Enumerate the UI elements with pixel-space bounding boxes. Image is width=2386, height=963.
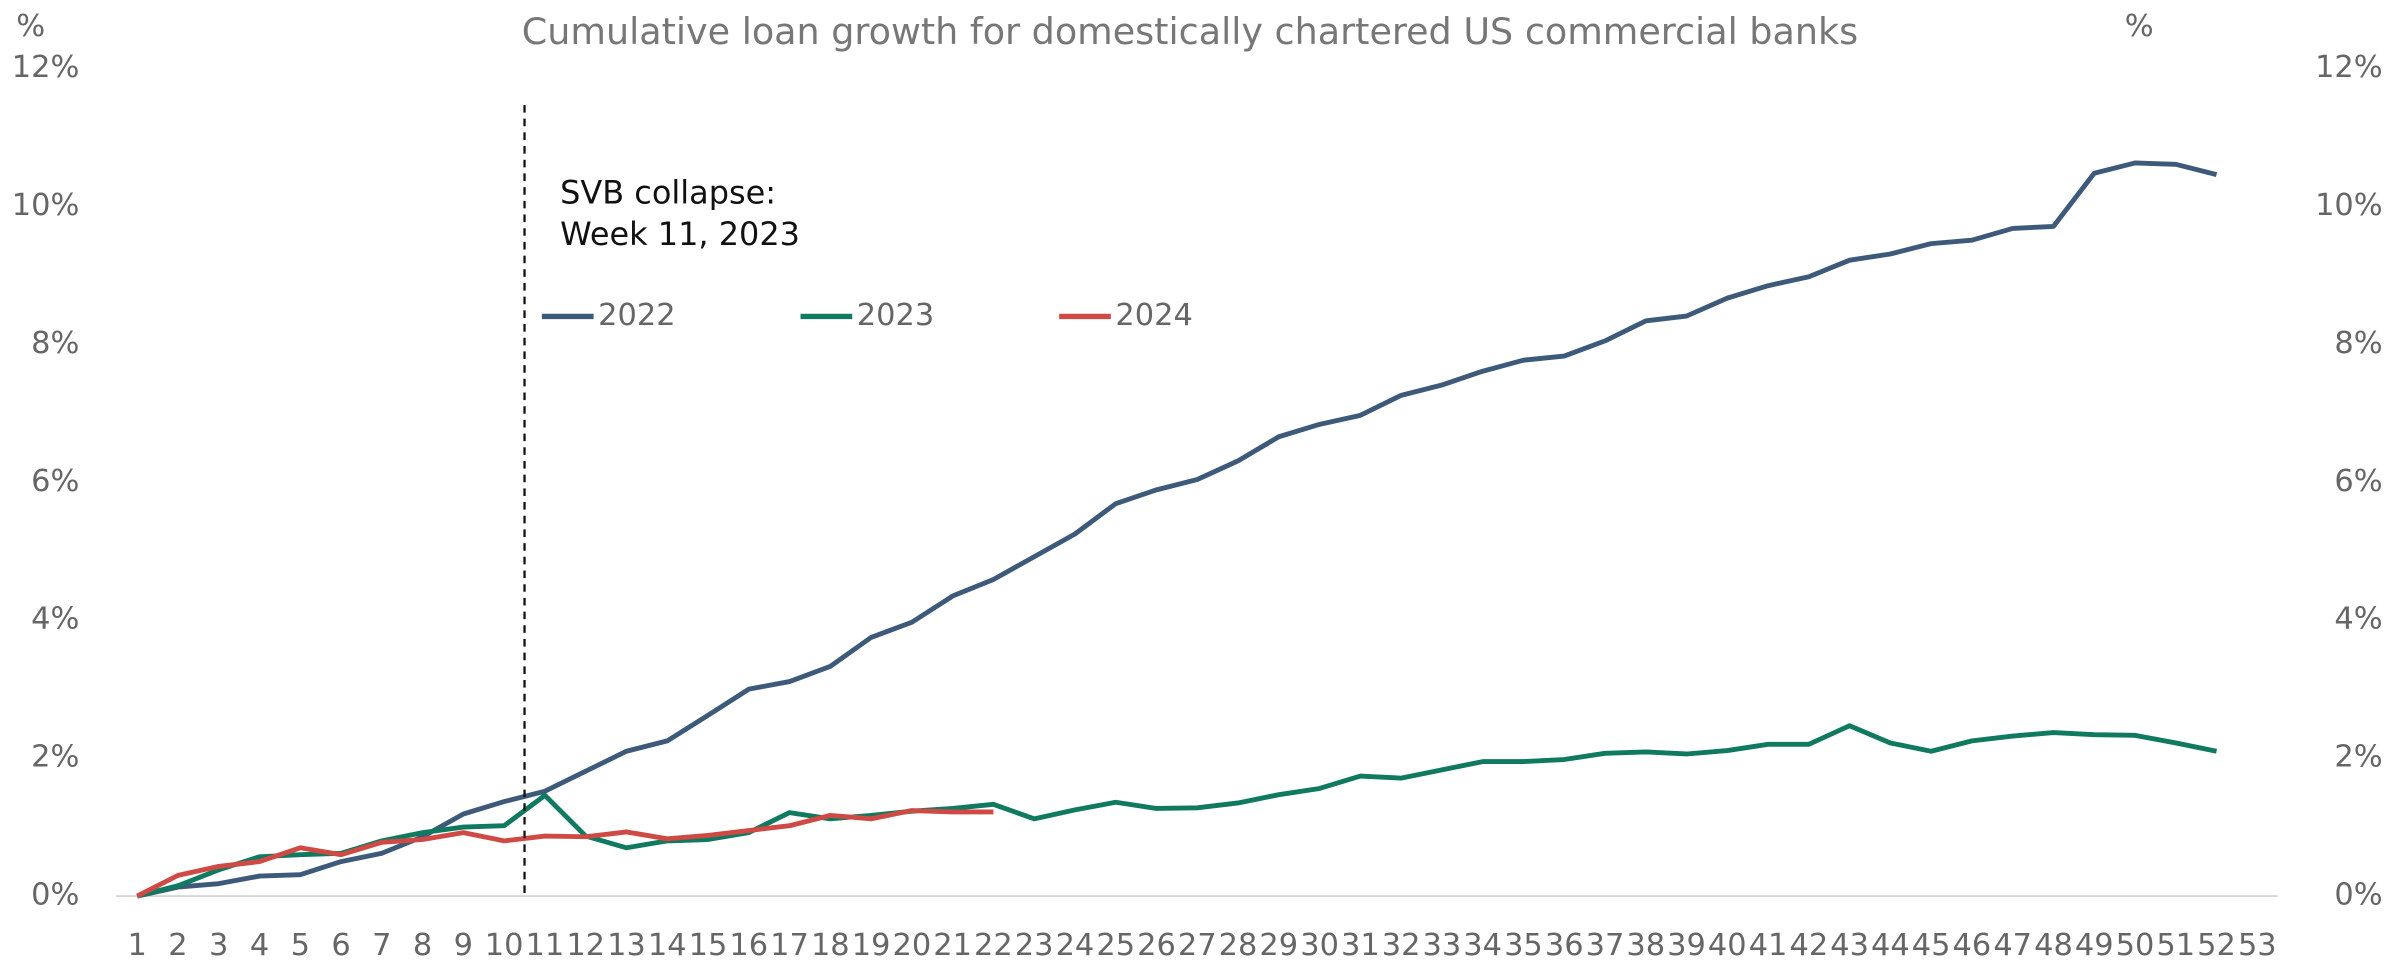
x-tick-label: 36 [1545, 928, 1584, 963]
x-tick-label: 3 [209, 928, 228, 963]
chart-title: Cumulative loan growth for domestically … [522, 10, 1858, 53]
x-tick-label: 50 [2116, 928, 2155, 963]
x-tick-label: 20 [893, 928, 932, 963]
x-tick-label: 42 [1789, 928, 1828, 963]
x-tick-label: 43 [1830, 928, 1869, 963]
y-tick-label: 2% [31, 740, 79, 775]
x-tick-label: 39 [1667, 928, 1706, 963]
x-tick-label: 29 [1259, 928, 1298, 963]
y2-tick-label: 6% [2334, 464, 2382, 499]
y-tick-label: 10% [12, 188, 80, 223]
x-tick-label: 37 [1586, 928, 1625, 963]
x-tick-label: 11 [526, 928, 565, 963]
x-tick-label: 45 [1912, 928, 1951, 963]
x-tick-label: 13 [607, 928, 646, 963]
x-tick-label: 30 [1300, 928, 1339, 963]
y-tick-label: 0% [31, 878, 79, 913]
legend-label: 2024 [1115, 298, 1192, 333]
x-tick-label: 47 [1993, 928, 2032, 963]
x-tick-label: 12 [566, 928, 605, 963]
x-tick-label: 53 [2238, 928, 2277, 963]
y2-tick-label: 4% [2334, 602, 2382, 637]
y-axis-label: % [16, 9, 45, 44]
x-tick-label: 25 [1096, 928, 1135, 963]
x-tick-label: 49 [2075, 928, 2114, 963]
x-tick-label: 6 [331, 928, 350, 963]
x-tick-label: 1 [128, 928, 147, 963]
annotation-text: Week 11, 2023 [560, 215, 800, 253]
x-tick-label: 28 [1219, 928, 1258, 963]
x-tick-label: 16 [729, 928, 768, 963]
y2-tick-label: 2% [2334, 740, 2382, 775]
y2-axis-label: % [2125, 9, 2154, 44]
y-tick-label: 4% [31, 602, 79, 637]
line-series [136, 160, 2218, 899]
y2-tick-label: 12% [2315, 50, 2383, 85]
x-tick-label: 27 [1178, 928, 1217, 963]
x-tick-label: 19 [852, 928, 891, 963]
y2-tick-label: 0% [2334, 878, 2382, 913]
x-tick-label: 4 [250, 928, 269, 963]
x-tick-label: 51 [2156, 928, 2195, 963]
x-tick-label: 44 [1871, 928, 1910, 963]
x-tick-label: 15 [689, 928, 728, 963]
x-tick-label: 18 [811, 928, 850, 963]
x-tick-label: 7 [372, 928, 391, 963]
x-tick-label: 31 [1341, 928, 1380, 963]
x-tick-label: 48 [2034, 928, 2073, 963]
x-tick-label: 14 [648, 928, 687, 963]
x-tick-label: 38 [1626, 928, 1665, 963]
x-tick-label: 23 [1015, 928, 1054, 963]
y2-tick-label: 8% [2334, 326, 2382, 361]
x-tick-label: 32 [1382, 928, 1421, 963]
x-tick-label: 46 [1953, 928, 1992, 963]
x-tick-label: 34 [1463, 928, 1502, 963]
x-tick-label: 52 [2197, 928, 2236, 963]
x-tick-label: 26 [1137, 928, 1176, 963]
x-tick-label: 40 [1708, 928, 1747, 963]
y-tick-label: 6% [31, 464, 79, 499]
x-tick-label: 10 [485, 928, 524, 963]
legend-label: 2023 [857, 298, 934, 333]
x-tick-label: 2 [168, 928, 187, 963]
x-tick-label: 33 [1423, 928, 1462, 963]
x-tick-label: 17 [770, 928, 809, 963]
x-tick-label: 8 [413, 928, 432, 963]
annotation-text: SVB collapse: [560, 174, 776, 212]
legend-label: 2022 [598, 298, 675, 333]
x-tick-label: 24 [1056, 928, 1095, 963]
x-tick-label: 21 [933, 928, 972, 963]
x-tick-label: 41 [1749, 928, 1788, 963]
line-series [136, 723, 2218, 899]
x-tick-label: 35 [1504, 928, 1543, 963]
x-tick-label: 22 [974, 928, 1013, 963]
line-series [136, 808, 994, 899]
x-tick-label: 5 [291, 928, 310, 963]
y-tick-label: 8% [31, 326, 79, 361]
y2-tick-label: 10% [2315, 188, 2383, 223]
y-tick-label: 12% [12, 50, 80, 85]
x-tick-label: 9 [454, 928, 473, 963]
